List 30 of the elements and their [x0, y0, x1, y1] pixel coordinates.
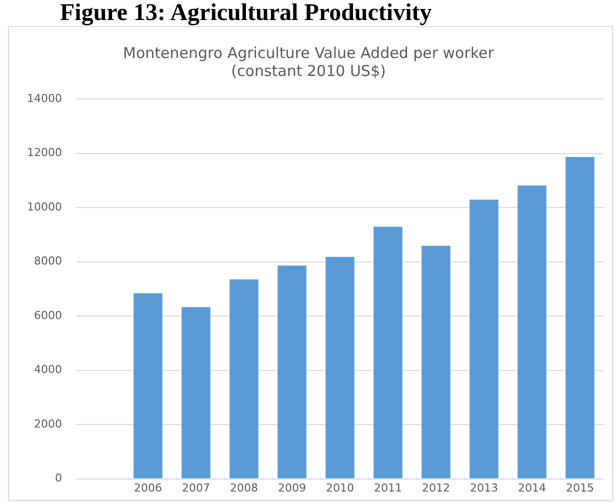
x-tick-label: 2011: [374, 481, 402, 494]
x-tick-label: 2010: [326, 481, 354, 494]
x-tick-label: 2008: [230, 481, 258, 494]
x-tick-label: 2009: [278, 481, 306, 494]
x-tick-label: 2007: [182, 481, 210, 494]
y-tick-label: 12000: [26, 146, 62, 160]
y-tick-label: 2000: [34, 417, 62, 430]
x-tick-label: 2013: [470, 481, 498, 494]
bar: [422, 246, 450, 478]
y-tick-label: 8000: [34, 254, 62, 268]
x-tick-label: 2006: [134, 481, 162, 494]
bar: [182, 307, 210, 478]
bar: [470, 200, 498, 478]
chart-title: Figure 13: Agricultural Productivity: [60, 0, 433, 26]
y-tick-label: 10000: [26, 200, 62, 214]
y-tick-label: 0: [54, 472, 62, 485]
chart-subtitle: Montenengro Agriculture Value Added per worker (constant 2010 US$): [123, 44, 495, 80]
y-tick-label: 6000: [34, 308, 62, 322]
bar: [278, 266, 306, 478]
bar: [134, 293, 162, 478]
x-tick-label: 2012: [422, 481, 450, 494]
y-tick-label: 4000: [34, 363, 62, 376]
bar: [230, 279, 258, 478]
x-tick-label: 2014: [518, 481, 546, 494]
bar: [518, 186, 546, 478]
bar: [374, 226, 402, 478]
bar: [566, 157, 594, 478]
x-tick-label: 2015: [566, 481, 594, 494]
y-tick-label: 14000: [26, 92, 62, 105]
bar: [326, 256, 354, 478]
